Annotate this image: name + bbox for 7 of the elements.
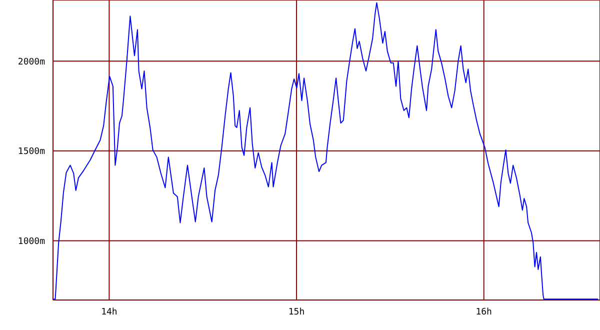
x-tick-label: 15h [288,307,305,318]
x-tick-label: 14h [101,307,118,318]
x-tick-label: 16h [476,307,492,318]
line-series [53,2,599,300]
y-tick-label: 1500m [18,147,45,158]
y-tick-label: 2000m [18,57,45,68]
y-tick-label: 1000m [18,236,45,247]
